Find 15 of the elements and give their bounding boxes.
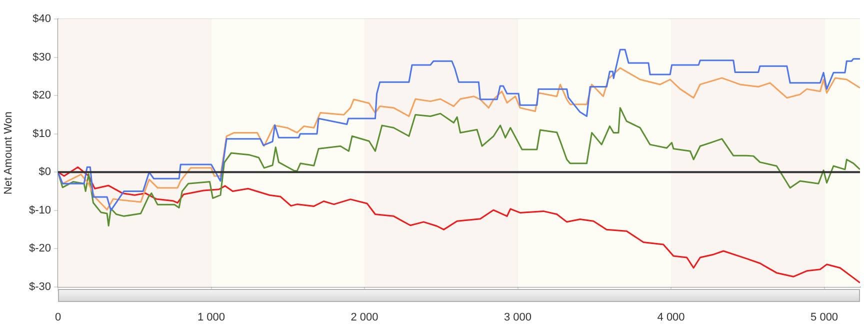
y-tick-label: $30 [32,51,51,64]
y-tick-label: $40 [32,13,51,26]
x-tick-label: 5 000 [810,312,838,324]
y-tick-label: $0 [38,166,51,178]
y-tick-label: $20 [32,90,51,102]
x-tick-label: 3 000 [504,312,532,324]
y-axis-title: Net Amount Won [2,112,15,194]
x-tick-label: 0 [54,312,62,324]
y-tick-label: $-30 [28,281,51,294]
x-tick-label: 1 000 [197,312,226,324]
x-tick-label: 4 000 [657,312,685,324]
y-tick-label: $10 [32,128,51,140]
y-tick-label: $-10 [28,204,51,216]
x-tick-label: 2 000 [350,312,378,324]
y-tick-label: $-20 [28,242,51,255]
